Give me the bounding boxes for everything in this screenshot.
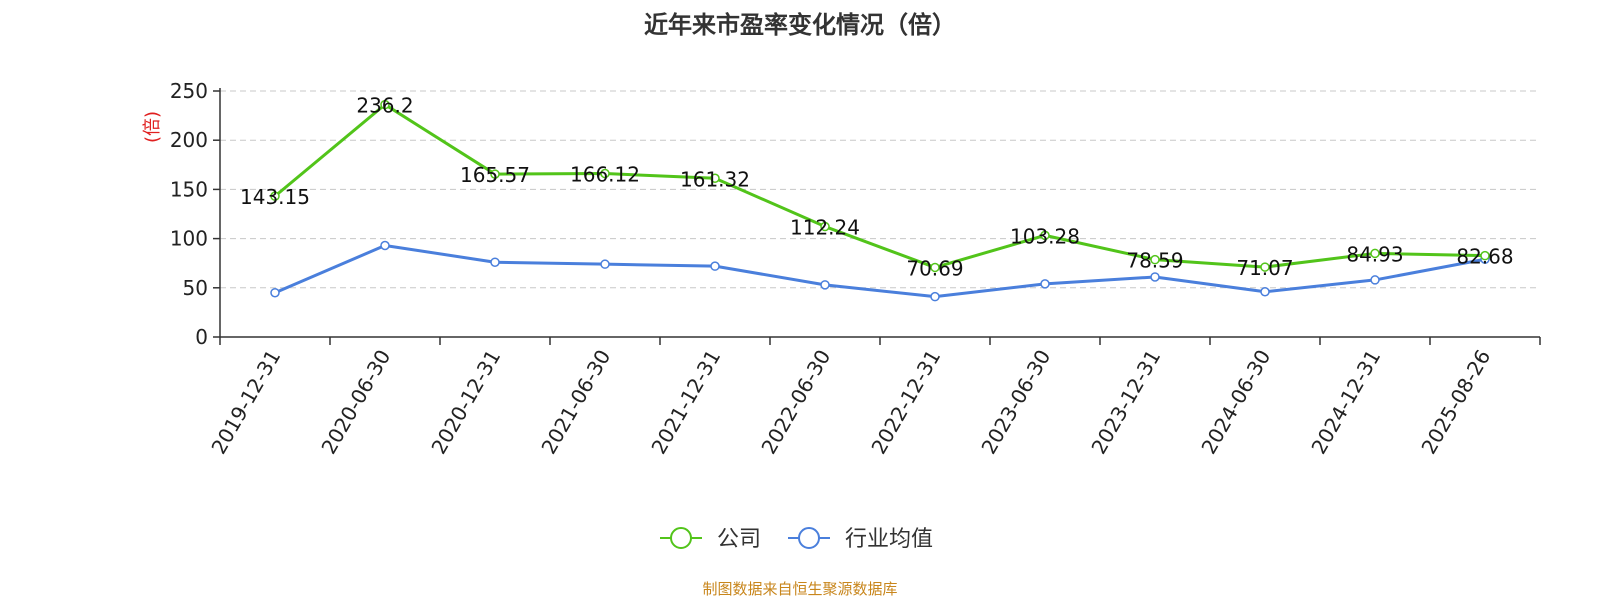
- data-point: [1370, 275, 1380, 285]
- y-tick-label: 200: [170, 128, 208, 152]
- data-point: [1150, 254, 1160, 265]
- legend: 公司 行业均值: [660, 527, 933, 552]
- data-point: [1040, 279, 1050, 289]
- data-label: 161.32: [680, 167, 750, 191]
- data-point: [600, 168, 610, 179]
- y-axis-label: (倍): [142, 111, 163, 143]
- data-point: [930, 291, 940, 302]
- data-label: 166.12: [570, 163, 640, 187]
- y-tick-label: 150: [170, 177, 208, 201]
- legend-item-company[interactable]: 公司: [660, 527, 761, 552]
- y-tick-label: 100: [170, 227, 208, 251]
- y-tick-label: 0: [195, 325, 208, 349]
- data-label: 112.24: [790, 216, 860, 240]
- y-tick-label: 50: [183, 276, 208, 300]
- data-point: [380, 99, 390, 110]
- data-point: [710, 261, 720, 271]
- series-layer: [270, 99, 1490, 302]
- legend-marker-industry: [798, 527, 820, 549]
- x-tick-label: 2024-06-30: [1196, 346, 1275, 459]
- x-tick-label: 2023-06-30: [976, 346, 1055, 459]
- y-tick-label: 250: [170, 79, 208, 103]
- data-point: [270, 191, 280, 201]
- data-point: [930, 262, 940, 273]
- data-point: [1370, 248, 1380, 259]
- data-point: [490, 169, 500, 179]
- data-labels: 143.15 236.2 165.57 166.12 161.32 112.24 70.69…: [240, 94, 1514, 281]
- x-tick-label: 2020-06-30: [316, 346, 395, 459]
- x-tick-label: 2024-12-31: [1306, 346, 1385, 459]
- legend-label-company: 公司: [717, 527, 761, 552]
- axes: 0 50 100 150 200 250 2019-12-31 2020-06-30 2020-…: [170, 79, 1541, 459]
- data-label: 78.59: [1126, 249, 1183, 273]
- data-point: [380, 240, 390, 251]
- x-tick-label: 2025-08-26: [1416, 346, 1495, 459]
- data-point: [1480, 250, 1490, 261]
- data-label: 165.57: [460, 163, 530, 187]
- x-tick-label: 2020-12-31: [426, 346, 505, 459]
- x-tick-label: 2021-12-31: [646, 346, 725, 459]
- data-point: [600, 259, 610, 269]
- legend-item-industry[interactable]: 行业均值: [788, 527, 933, 552]
- legend-label-industry: 行业均值: [845, 527, 933, 552]
- source-note: 制图数据来自恒生聚源数据库: [702, 580, 897, 598]
- x-tick-label: 2023-12-31: [1086, 346, 1165, 459]
- data-point: [1040, 230, 1050, 241]
- x-tick-label: 2021-06-30: [536, 346, 615, 459]
- series-line: [274, 103, 1486, 269]
- data-label: 70.69: [906, 256, 963, 280]
- data-point: [270, 287, 280, 298]
- data-label: 84.93: [1346, 242, 1403, 266]
- x-tick-label: 2022-06-30: [756, 346, 835, 459]
- chart-title: 近年来市盈率变化情况（倍）: [644, 11, 956, 39]
- data-point: [710, 173, 720, 184]
- legend-marker-company: [670, 527, 692, 549]
- data-point: [490, 257, 500, 267]
- data-point: [820, 221, 830, 232]
- x-tick-label: 2019-12-31: [206, 346, 285, 459]
- data-label: 236.2: [356, 94, 413, 118]
- data-point: [1260, 286, 1270, 297]
- data-point: [820, 280, 830, 290]
- data-point: [1150, 272, 1160, 282]
- data-label: 103.28: [1010, 224, 1080, 248]
- data-label: 71.07: [1236, 256, 1293, 280]
- data-label: 143.15: [240, 185, 310, 209]
- data-label: 82.68: [1456, 245, 1513, 269]
- data-point: [1260, 262, 1270, 272]
- x-tick-label: 2022-12-31: [866, 346, 945, 459]
- series-line: [274, 243, 1486, 299]
